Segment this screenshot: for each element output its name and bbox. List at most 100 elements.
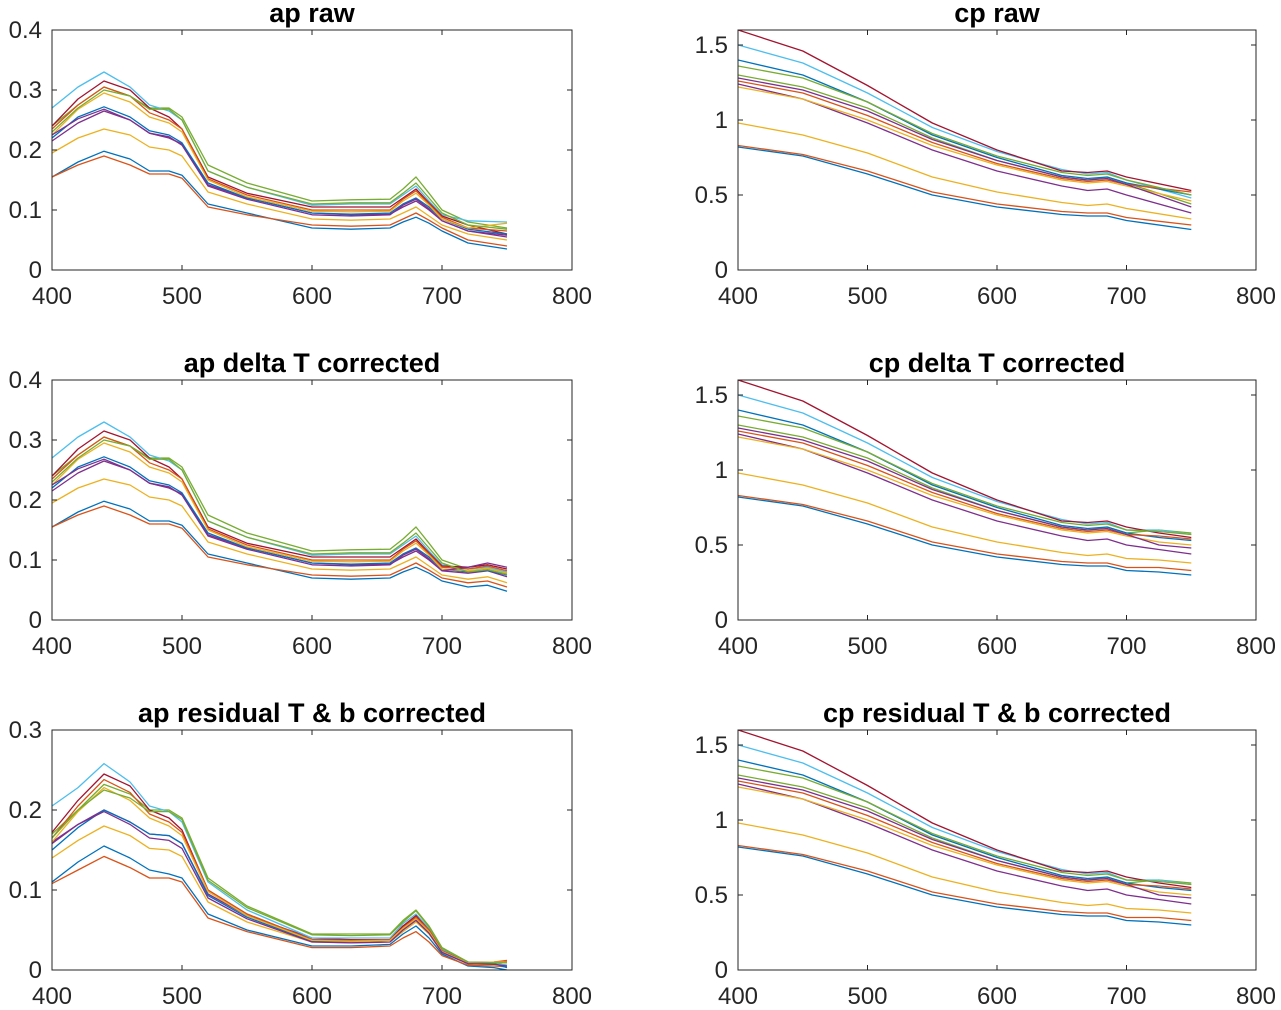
series-line-6: [738, 44, 1192, 199]
series-line-3: [52, 128, 508, 241]
chart-title: cp residual T & b corrected: [823, 698, 1171, 728]
series-line-4: [738, 83, 1192, 214]
x-tick-label: 500: [162, 283, 202, 310]
series-line-12: [52, 89, 508, 230]
x-tick-label: 400: [32, 283, 72, 310]
series-group: [738, 30, 1192, 231]
series-line-11: [738, 427, 1192, 549]
y-tick-label: 0.1: [9, 877, 42, 904]
y-tick-label: 1.5: [695, 32, 728, 59]
series-line-7: [738, 730, 1192, 889]
series-line-10: [52, 442, 508, 574]
series-line-2: [738, 844, 1192, 922]
x-tick-label: 600: [292, 983, 332, 1010]
series-group: [738, 730, 1192, 926]
y-tick-label: 1.5: [695, 732, 728, 759]
y-tick-label: 0.5: [695, 182, 728, 209]
series-line-12: [738, 65, 1192, 196]
series-line-3: [738, 122, 1192, 220]
x-tick-label: 500: [847, 283, 887, 310]
x-tick-label: 800: [1236, 983, 1276, 1010]
series-line-2: [52, 855, 508, 968]
x-tick-label: 800: [1236, 633, 1276, 660]
series-line-10: [52, 92, 508, 229]
subplot-5: ap residual T & b corrected 400 500 600 700 8…: [9, 698, 592, 1010]
y-tick-label: 0: [715, 607, 728, 634]
x-tick-label: 700: [1106, 283, 1146, 310]
x-tick-label: 700: [1106, 983, 1146, 1010]
series-line-5: [52, 783, 508, 964]
x-tick-label: 400: [718, 283, 758, 310]
y-tick-label: 1: [715, 457, 728, 484]
y-tick-label: 0.5: [695, 532, 728, 559]
series-line-10: [738, 86, 1192, 202]
series-line-6: [52, 421, 508, 573]
series-line-2: [52, 155, 508, 247]
y-tick-label: 0: [715, 257, 728, 284]
series-line-2: [52, 505, 508, 588]
y-tick-label: 1: [715, 107, 728, 134]
x-tick-label: 600: [977, 283, 1017, 310]
series-line-8: [52, 106, 508, 235]
series-line-3: [738, 472, 1192, 564]
series-line-7: [738, 30, 1192, 192]
x-tick-label: 500: [847, 633, 887, 660]
x-tick-label: 800: [552, 633, 592, 660]
series-line-7: [52, 773, 508, 964]
subplot-1: ap raw 400 500 600 700 800 0 0.1 0.2 0.3 0.4: [9, 0, 592, 310]
y-tick-label: 0.5: [695, 882, 728, 909]
x-tick-label: 600: [977, 983, 1017, 1010]
series-group: [52, 421, 508, 592]
y-tick-label: 0.3: [9, 717, 42, 744]
series-line-2: [738, 144, 1192, 226]
x-tick-label: 400: [32, 633, 72, 660]
y-tick-label: 0: [29, 607, 42, 634]
series-line-12: [52, 789, 507, 964]
series-line-11: [52, 108, 508, 236]
y-tick-label: 0.2: [9, 137, 42, 164]
series-line-1: [738, 146, 1192, 231]
x-tick-label: 500: [847, 983, 887, 1010]
x-tick-label: 700: [422, 283, 462, 310]
series-line-2: [738, 494, 1192, 572]
series-line-9: [52, 778, 508, 965]
series-group: [52, 762, 508, 970]
x-tick-label: 400: [718, 633, 758, 660]
x-tick-label: 700: [422, 633, 462, 660]
chart-title: cp delta T corrected: [869, 348, 1126, 378]
y-tick-label: 0.3: [9, 427, 42, 454]
x-tick-label: 800: [1236, 283, 1276, 310]
x-tick-label: 600: [977, 633, 1017, 660]
series-line-12: [52, 439, 508, 576]
x-tick-label: 400: [32, 983, 72, 1010]
subplot-2: cp raw 400 500 600 700 800 0 0.5 1 1.5: [695, 0, 1276, 310]
y-tick-label: 0.4: [9, 17, 42, 44]
series-group: [738, 380, 1192, 576]
series-line-3: [52, 478, 508, 584]
series-line-6: [738, 394, 1192, 536]
x-tick-label: 700: [1106, 633, 1146, 660]
series-line-12: [738, 415, 1192, 536]
y-tick-label: 0.3: [9, 77, 42, 104]
series-line-11: [52, 810, 508, 967]
series-line-4: [738, 433, 1192, 555]
axes-box: [51, 379, 573, 621]
subplot-6: cp residual T & b corrected 400 500 600 700 8…: [695, 698, 1276, 1010]
series-line-12: [738, 765, 1192, 886]
chart-title: ap delta T corrected: [184, 348, 441, 378]
y-tick-label: 1.5: [695, 382, 728, 409]
series-line-11: [52, 458, 508, 572]
series-line-7: [52, 430, 508, 570]
series-line-3: [738, 822, 1192, 914]
x-tick-label: 500: [162, 633, 202, 660]
y-tick-label: 0.2: [9, 797, 42, 824]
x-tick-label: 800: [552, 983, 592, 1010]
y-tick-label: 0.2: [9, 487, 42, 514]
series-line-6: [738, 744, 1192, 886]
series-line-6: [52, 762, 508, 966]
series-line-9: [738, 80, 1192, 193]
series-line-10: [52, 786, 507, 964]
x-tick-label: 500: [162, 983, 202, 1010]
series-line-9: [738, 430, 1192, 540]
